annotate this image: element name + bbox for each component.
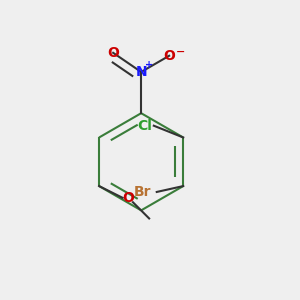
Text: +: + (145, 61, 154, 70)
Text: O: O (107, 46, 119, 60)
Text: Cl: Cl (137, 119, 152, 133)
Text: −: − (176, 46, 185, 56)
Text: O: O (163, 49, 175, 63)
Text: O: O (123, 191, 134, 205)
Text: Br: Br (133, 185, 151, 199)
Text: N: N (135, 65, 147, 79)
